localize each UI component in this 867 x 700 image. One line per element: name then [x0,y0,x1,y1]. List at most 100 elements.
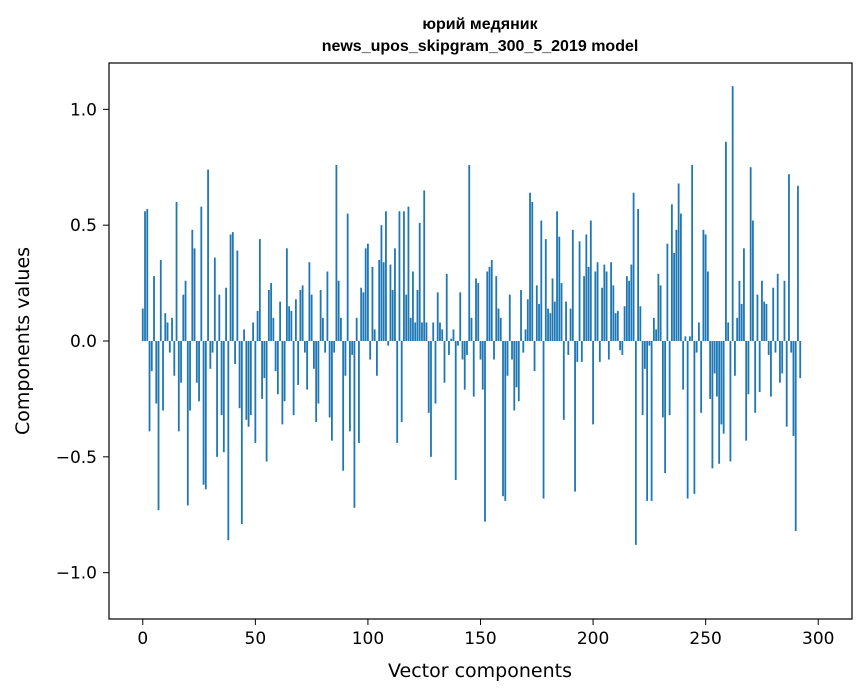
bar [362,292,365,341]
bar [340,317,342,341]
bar [679,213,682,341]
bar [317,341,320,404]
bar [648,341,651,346]
y-tick-label: 1.0 [70,100,97,120]
bar [729,341,732,462]
bar [718,341,721,464]
bar [785,341,788,427]
bar [598,341,601,362]
bar [652,317,655,341]
bar [288,306,291,341]
bar [180,341,182,383]
bar [738,280,741,341]
bar [218,294,221,341]
bar [504,341,507,501]
bar [499,317,502,341]
bar [315,341,318,423]
bar [452,329,455,341]
bar [468,164,471,341]
bar [173,341,176,376]
bar [141,308,144,341]
bar [276,341,279,395]
bar [191,229,194,341]
bar [263,341,266,379]
bar [321,317,324,341]
x-tick-label: 100 [352,629,384,649]
bar [450,338,453,341]
bar [686,341,689,499]
bar [700,341,703,413]
bar [445,273,448,341]
bar [398,211,401,341]
bar [646,341,649,501]
bar [797,185,799,341]
bar [387,341,390,346]
bar [222,341,225,453]
bar [551,278,554,341]
bar [752,220,754,341]
bar [531,202,534,341]
bar [576,341,579,362]
bar [166,322,169,341]
bar [621,341,624,355]
bar [535,285,538,341]
bar [367,243,369,341]
bar [364,248,367,341]
bar [639,306,642,341]
bar [533,341,536,372]
bar [220,341,223,416]
bar [378,259,381,341]
bar [470,317,473,341]
bar [312,341,315,369]
bar [596,262,599,341]
bar [524,329,527,341]
bar [358,341,360,443]
bar [603,264,606,341]
bar [625,276,628,341]
bar [754,341,757,413]
bar [761,280,763,341]
bar [303,341,306,353]
bar [285,248,288,341]
bar [495,276,498,341]
bar [763,301,766,341]
bar [630,264,633,341]
bar [306,341,309,390]
bar [189,341,191,411]
bar [290,310,293,341]
bar [234,341,236,365]
bar [457,341,459,346]
bar [270,283,273,341]
x-tick-label: 0 [137,629,148,649]
bar [159,259,162,341]
bar [502,341,504,497]
bar [702,229,705,341]
bar [553,301,556,341]
bar [405,294,408,341]
x-tick-label: 300 [802,629,834,649]
bar [466,341,468,355]
bar [351,341,354,355]
bar [355,317,358,341]
bar [349,341,351,432]
bar [421,322,423,341]
bar [589,220,592,341]
bar [484,341,486,522]
y-tick-label: −0.5 [56,448,97,468]
bar [403,211,405,341]
bar [353,341,356,508]
bar [371,266,374,341]
bar [331,341,333,441]
bar [385,211,387,341]
bar [168,341,171,353]
bar [693,341,696,494]
bar [740,303,743,341]
bar [709,341,712,399]
bar [256,310,259,341]
bar [299,290,302,341]
bar [727,322,730,341]
bar [272,317,275,341]
bar [243,329,245,341]
bar [623,306,626,341]
